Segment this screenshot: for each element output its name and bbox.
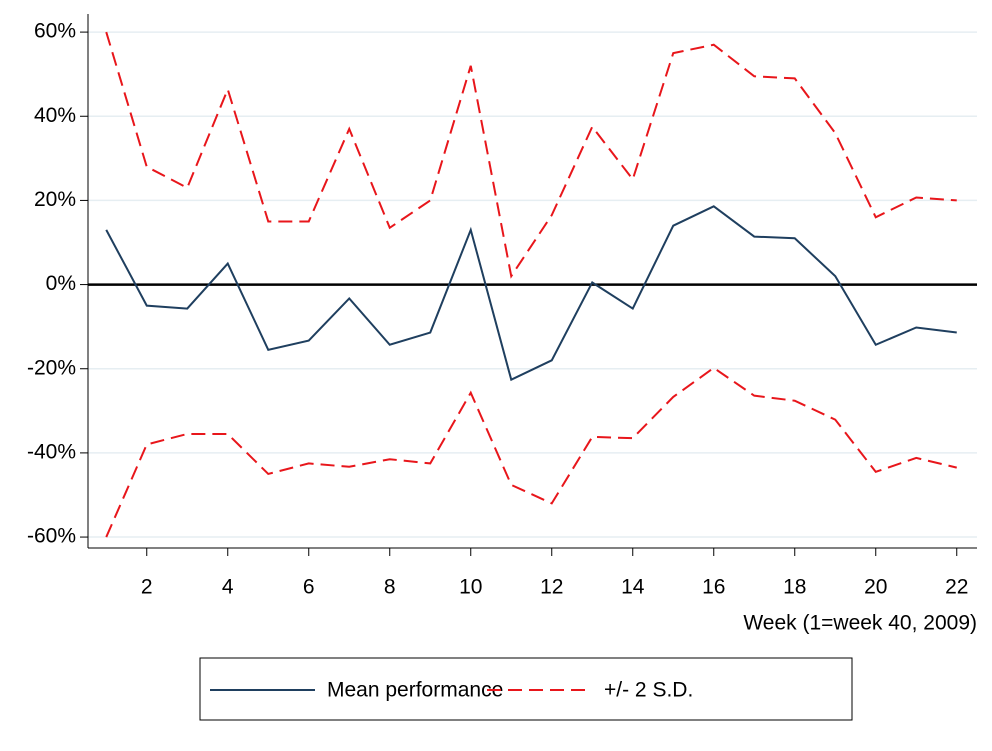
x-tick-label: 14 (621, 576, 645, 599)
y-tick-label: -40% (27, 440, 76, 463)
legend-label: +/- 2 S.D. (604, 679, 693, 702)
series-line (105, 205, 957, 382)
y-tick-label: 40% (34, 104, 76, 127)
x-tick-label: 4 (222, 576, 234, 599)
x-axis-label: Week (1=week 40, 2009) (743, 612, 977, 635)
series-line (105, 366, 957, 538)
series-line (105, 31, 957, 279)
x-tick-label: 12 (540, 576, 563, 599)
x-tick-label: 6 (303, 576, 315, 599)
x-tick-label: 22 (945, 576, 968, 599)
legend-label: Mean performance (327, 679, 503, 702)
x-tick-label: 8 (384, 576, 396, 599)
x-tick-label: 16 (702, 576, 725, 599)
y-tick-label: 0% (46, 272, 76, 295)
x-tick-label: 2 (141, 576, 153, 599)
x-tick-label: 18 (783, 576, 806, 599)
x-tick-label: 10 (459, 576, 482, 599)
legend-box (199, 657, 853, 721)
y-tick-label: 20% (34, 188, 76, 211)
x-tick-label: 20 (864, 576, 887, 599)
y-tick-label: -60% (27, 525, 76, 548)
y-tick-label: -20% (27, 356, 76, 379)
y-tick-label: 60% (34, 20, 76, 43)
